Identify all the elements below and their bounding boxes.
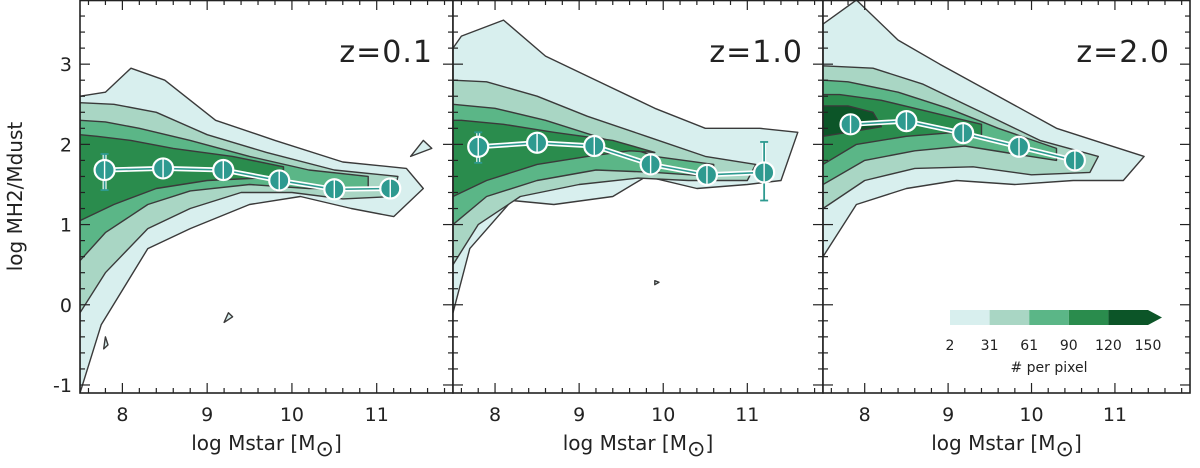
colorbar-tick-label: 31 bbox=[981, 338, 999, 354]
x-tick-label: 10 bbox=[280, 404, 304, 426]
x-tick-label: 10 bbox=[651, 404, 675, 426]
x-axis-label-text: log Mstar [M bbox=[563, 431, 687, 455]
x-axis-label-close: ] bbox=[705, 431, 713, 455]
contour-level-4 bbox=[80, 133, 285, 222]
colorbar-segment bbox=[1108, 310, 1162, 325]
x-axis-label: log Mstar [M⊙] bbox=[191, 431, 342, 462]
x-tick-label: 9 bbox=[942, 404, 954, 426]
x-tick-label: 10 bbox=[1019, 404, 1043, 426]
contour-level-1 bbox=[654, 280, 660, 286]
panel-title: z=0.1 bbox=[339, 35, 433, 70]
x-axis-label-close: ] bbox=[334, 431, 342, 455]
panel-3: z=2.0 8 9 10 11 log Mstar [M⊙] bbox=[822, 0, 1191, 462]
x-tick-label: 8 bbox=[116, 404, 128, 426]
x-tick-label: 8 bbox=[859, 404, 871, 426]
x-axis-label-text: log Mstar [M bbox=[931, 431, 1055, 455]
colorbar-segment bbox=[1029, 310, 1069, 325]
panel-title: z=1.0 bbox=[709, 35, 803, 70]
panel-title: z=2.0 bbox=[1076, 35, 1170, 70]
colorbar-tick-label: 150 bbox=[1135, 338, 1162, 354]
x-axis-label-close: ] bbox=[1074, 431, 1082, 455]
y-tick-label: 2 bbox=[60, 134, 72, 156]
colorbar-segment bbox=[989, 310, 1030, 325]
x-tick-label: 11 bbox=[735, 404, 759, 426]
y-tick-label: 1 bbox=[60, 215, 72, 237]
contour-level-1 bbox=[102, 336, 109, 350]
solar-mass-symbol: ⊙ bbox=[316, 437, 334, 462]
y-tick-label: 3 bbox=[60, 54, 72, 76]
x-axis-label-text: log Mstar [M bbox=[191, 431, 315, 455]
x-axis-label: log Mstar [M⊙] bbox=[563, 431, 714, 462]
colorbar-segment bbox=[1068, 310, 1109, 325]
contour-group bbox=[453, 19, 799, 314]
x-tick-label: 11 bbox=[1103, 404, 1127, 426]
colorbar-tick-label: 61 bbox=[1020, 338, 1038, 354]
solar-mass-symbol: ⊙ bbox=[1056, 437, 1074, 462]
y-tick-label: -1 bbox=[53, 375, 72, 397]
contour-level-4 bbox=[453, 119, 656, 198]
contour-level-1 bbox=[223, 312, 234, 324]
panel-frame bbox=[822, 0, 1191, 394]
colorbar-tick-label: 120 bbox=[1095, 338, 1122, 354]
contour-level-1 bbox=[409, 139, 433, 158]
colorbar: 2 31 61 90 120 150 # per pixel bbox=[946, 310, 1162, 376]
x-tick-label: 8 bbox=[489, 404, 501, 426]
panel-1: z=0.1 8 9 10 11 log Mstar [M⊙] bbox=[79, 0, 454, 462]
x-tick-label: 11 bbox=[365, 404, 389, 426]
colorbar-tick-label: 2 bbox=[946, 338, 955, 354]
panel-2: z=1.0 8 9 10 11 log Mstar [M⊙] bbox=[452, 0, 824, 462]
x-axis-label: log Mstar [M⊙] bbox=[931, 431, 1082, 462]
colorbar-tick-label: 90 bbox=[1060, 338, 1078, 354]
x-tick-label: 9 bbox=[201, 404, 213, 426]
colorbar-label: # per pixel bbox=[1010, 360, 1087, 376]
x-tick-label: 9 bbox=[573, 404, 585, 426]
solar-mass-symbol: ⊙ bbox=[687, 437, 705, 462]
contour-group bbox=[80, 67, 433, 393]
colorbar-segment bbox=[950, 310, 990, 325]
y-axis-label-group: log MH2/Mdust bbox=[3, 122, 27, 272]
contour-group bbox=[823, 0, 1145, 258]
y-axis-label: log MH2/Mdust bbox=[3, 122, 27, 272]
y-tick-label: 0 bbox=[60, 295, 72, 317]
